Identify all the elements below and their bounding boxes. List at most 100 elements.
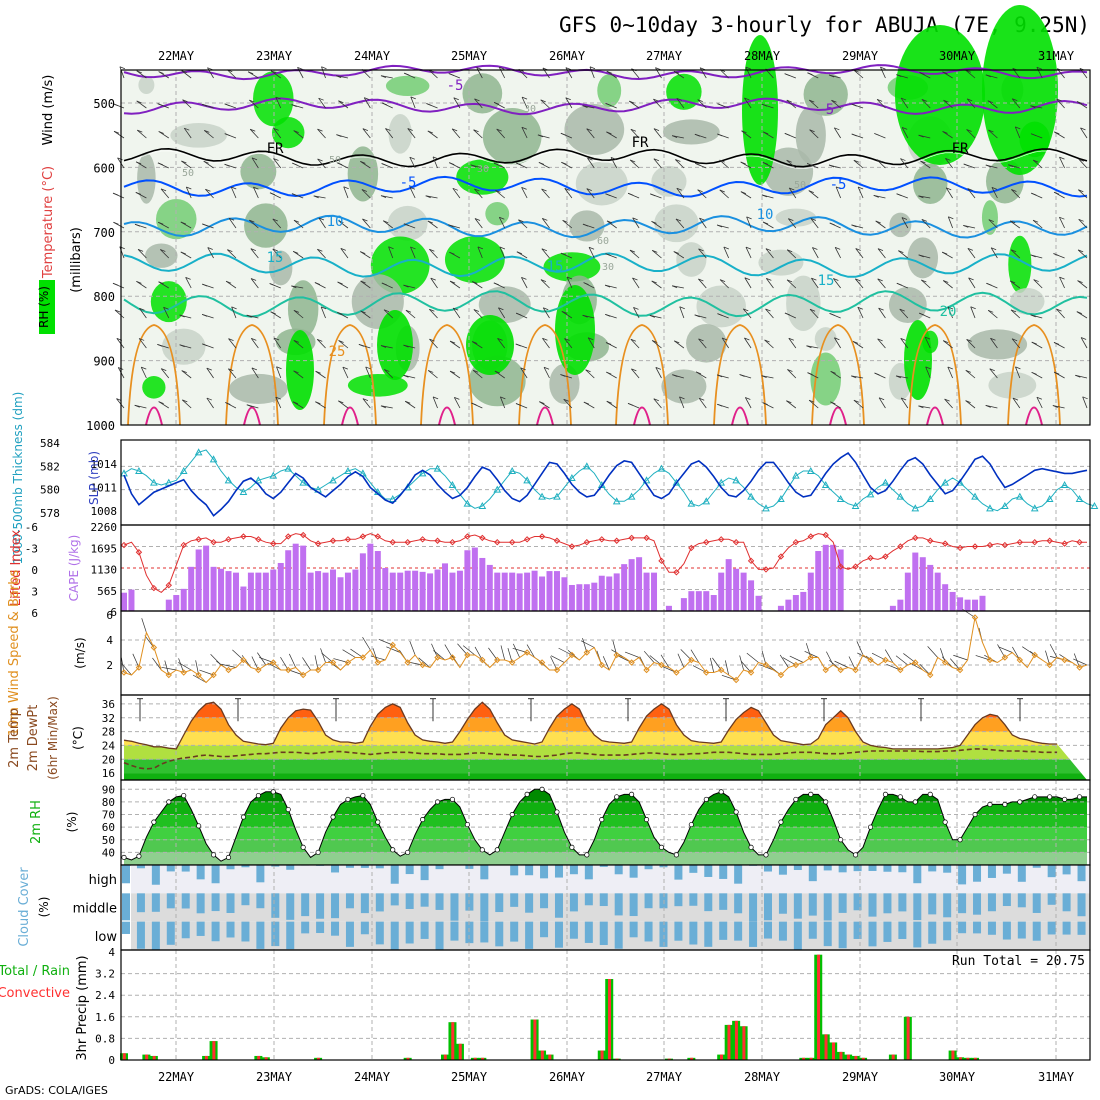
wind-barb-flag	[921, 98, 928, 102]
cloud-bar-low	[554, 921, 563, 948]
wind-barb-flag	[293, 370, 299, 374]
wind-barb-flag	[203, 160, 209, 164]
footer-label: GrADS: COLA/IGES	[5, 1084, 108, 1097]
wind-barb	[585, 369, 595, 379]
lifted-index-point	[479, 534, 486, 542]
wind-barb-flag	[763, 131, 769, 135]
wind-barb-flag	[338, 100, 344, 104]
wind-barb-flag	[990, 337, 996, 341]
upper-air-frame	[120, 69, 1091, 426]
lifted-index-point	[538, 533, 546, 540]
wind-barb-flag	[967, 247, 974, 251]
wind-barb	[293, 219, 304, 229]
cloud-bar-low	[316, 921, 325, 934]
wind-barb-flag	[588, 337, 594, 341]
rh-shading	[666, 73, 702, 110]
rh2m-point	[808, 791, 814, 797]
cloud-bar-low	[271, 921, 280, 947]
wind-barb-flag	[809, 129, 815, 133]
contour-label: FR	[952, 141, 969, 157]
wind-barb-flag	[228, 368, 234, 372]
wind-barb-flag	[786, 279, 793, 283]
cloud-bar-high	[853, 865, 862, 872]
wind-barb-flag	[292, 401, 299, 405]
cape-bar	[591, 582, 598, 611]
rh2m-point	[181, 793, 187, 799]
wind10m-barb	[602, 656, 610, 671]
wind-barb	[606, 70, 617, 79]
rh-contour-label: 50	[794, 180, 806, 191]
wind-barb	[1056, 308, 1065, 319]
date-label-top: 25MAY	[451, 49, 488, 63]
wind-barb	[407, 128, 416, 139]
precip-frame	[120, 949, 1091, 1061]
wind-barb-flag	[765, 308, 771, 312]
wind-barb-flag	[383, 309, 390, 313]
wind-barb	[877, 278, 886, 289]
wind10m-barb	[409, 640, 416, 656]
wind-barb-flag	[970, 306, 976, 310]
thickness-point	[1090, 501, 1099, 509]
convective-legend-label: Convective	[0, 986, 70, 1001]
wind10m-barb	[386, 646, 401, 653]
wind-barb-flag	[946, 187, 952, 191]
wind-barb	[476, 67, 483, 79]
wind-barb	[651, 340, 662, 349]
lifted-index-point	[359, 533, 367, 540]
wind-barb-flag	[807, 372, 813, 375]
wind-barb-flag	[809, 308, 816, 312]
wind-barb	[697, 99, 707, 109]
wind-barb-flag	[676, 187, 682, 191]
lifted-index-point	[449, 538, 456, 546]
wind-barb-flag	[606, 131, 612, 135]
wind-barb	[385, 128, 394, 139]
cape-bar	[225, 571, 232, 611]
wind-barb-flag	[988, 219, 994, 222]
wind-barb-flag	[673, 70, 680, 74]
wind-barb-flag	[851, 133, 857, 137]
wind-barb-flag	[338, 220, 344, 224]
cloud-bar-high	[1062, 865, 1071, 875]
rh2m-point	[673, 852, 679, 858]
lifted-index-point	[374, 533, 382, 540]
thickness-point	[612, 497, 621, 505]
wind-barb-flag	[717, 103, 723, 107]
rh-shading	[269, 250, 293, 286]
wind10m-barb	[739, 655, 744, 671]
lifted-tick-label: 0	[31, 564, 38, 577]
wind-barb-flag	[632, 277, 638, 281]
wind-barb-flag	[1053, 191, 1060, 195]
wind-barb-flag	[655, 67, 661, 71]
cloud-bar-middle	[1017, 893, 1026, 908]
wind-barb-flag	[403, 223, 410, 227]
thickness-point	[269, 471, 278, 479]
wind-barb	[1077, 280, 1088, 289]
rh-shading	[142, 376, 166, 399]
lifted-index-point	[299, 531, 307, 539]
cloud-bar-high	[226, 865, 235, 870]
cloud-bar-low	[136, 921, 145, 949]
wind-barb-flag	[694, 133, 701, 137]
cloud-bar-low	[345, 921, 354, 947]
wind-barb-flag	[317, 158, 323, 162]
wind10m-barb	[871, 652, 886, 661]
cape-bar	[121, 592, 127, 611]
wind-barb-flag	[273, 127, 279, 131]
wind-barb-flag	[342, 366, 348, 370]
cape-bar	[837, 549, 844, 611]
wind-barb-flag	[1012, 397, 1019, 401]
wind-barb	[967, 248, 976, 259]
rh2m-point	[390, 847, 396, 853]
precip-convective-bar	[481, 1057, 485, 1060]
wind-barb-flag	[919, 72, 925, 75]
wind-barb	[653, 128, 662, 139]
wind-barb-flag	[560, 374, 566, 377]
rh2m-point	[688, 822, 694, 828]
wind-barb	[543, 367, 550, 379]
isotherm-30	[633, 406, 651, 426]
wind-barb-flag	[744, 277, 750, 281]
wind-barb-flag	[516, 162, 522, 166]
wind10m-point	[359, 654, 367, 661]
wind-barb-flag	[1008, 164, 1014, 168]
wind-barb-flag	[679, 396, 685, 400]
